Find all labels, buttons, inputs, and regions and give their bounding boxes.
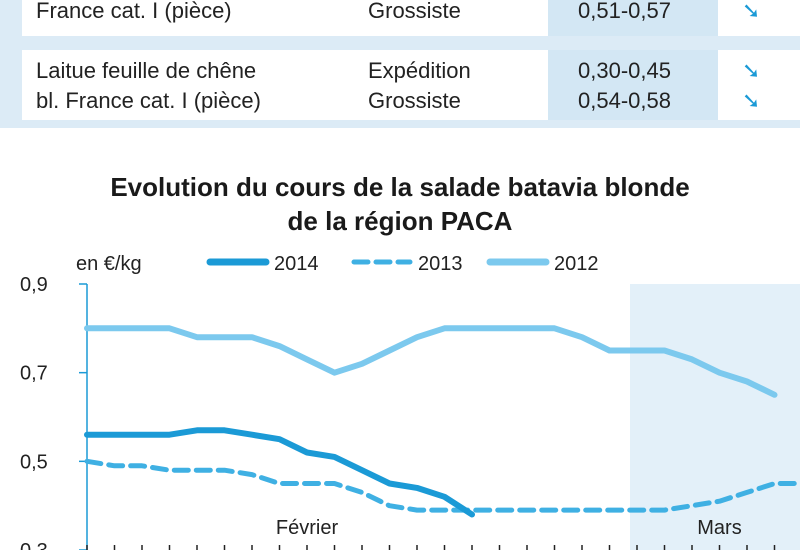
legend-label: 2013 <box>418 253 463 275</box>
x-month-label: Mars <box>697 517 741 539</box>
price-range: 0,54-0,58 <box>578 88 671 113</box>
price-range: 0,30-0,45 <box>578 58 671 83</box>
price-column-band <box>548 50 718 120</box>
y-tick-label: 0,5 <box>20 451 48 473</box>
price-range: 0,51-0,57 <box>578 0 671 23</box>
product-name: France cat. I (pièce) <box>36 0 232 23</box>
y-tick-label: 0,3 <box>20 540 48 550</box>
price-chart: Evolution du cours de la salade batavia … <box>20 172 800 550</box>
legend-label: 2014 <box>274 253 319 275</box>
product-name: Laitue feuille de chêne <box>36 58 257 83</box>
stage-label: Grossiste <box>368 88 461 113</box>
product-name: bl. France cat. I (pièce) <box>36 88 261 113</box>
legend-label: 2012 <box>554 253 599 275</box>
series-line-2014 <box>84 427 475 518</box>
stage-label: Grossiste <box>368 0 461 23</box>
y-tick-label: 0,7 <box>20 363 48 385</box>
x-month-label: Février <box>276 517 339 539</box>
down-right-arrow-icon: ➘ <box>742 88 761 113</box>
y-tick-label: 0,9 <box>20 274 48 296</box>
down-right-arrow-icon: ➘ <box>742 58 761 83</box>
price-table-panel: France cat. I (pièce) Grossiste 0,51-0,5… <box>0 0 800 128</box>
march-shade <box>630 284 800 550</box>
chart-title: de la région PACA <box>288 206 513 236</box>
price-column-band <box>548 0 718 36</box>
chart-title: Evolution du cours de la salade batavia … <box>110 172 689 202</box>
series-line-2013 <box>84 458 800 513</box>
down-right-arrow-icon: ➘ <box>742 0 761 23</box>
series-line-2012 <box>84 325 778 398</box>
stage-label: Expédition <box>368 58 471 83</box>
unit-label: en €/kg <box>76 253 142 275</box>
